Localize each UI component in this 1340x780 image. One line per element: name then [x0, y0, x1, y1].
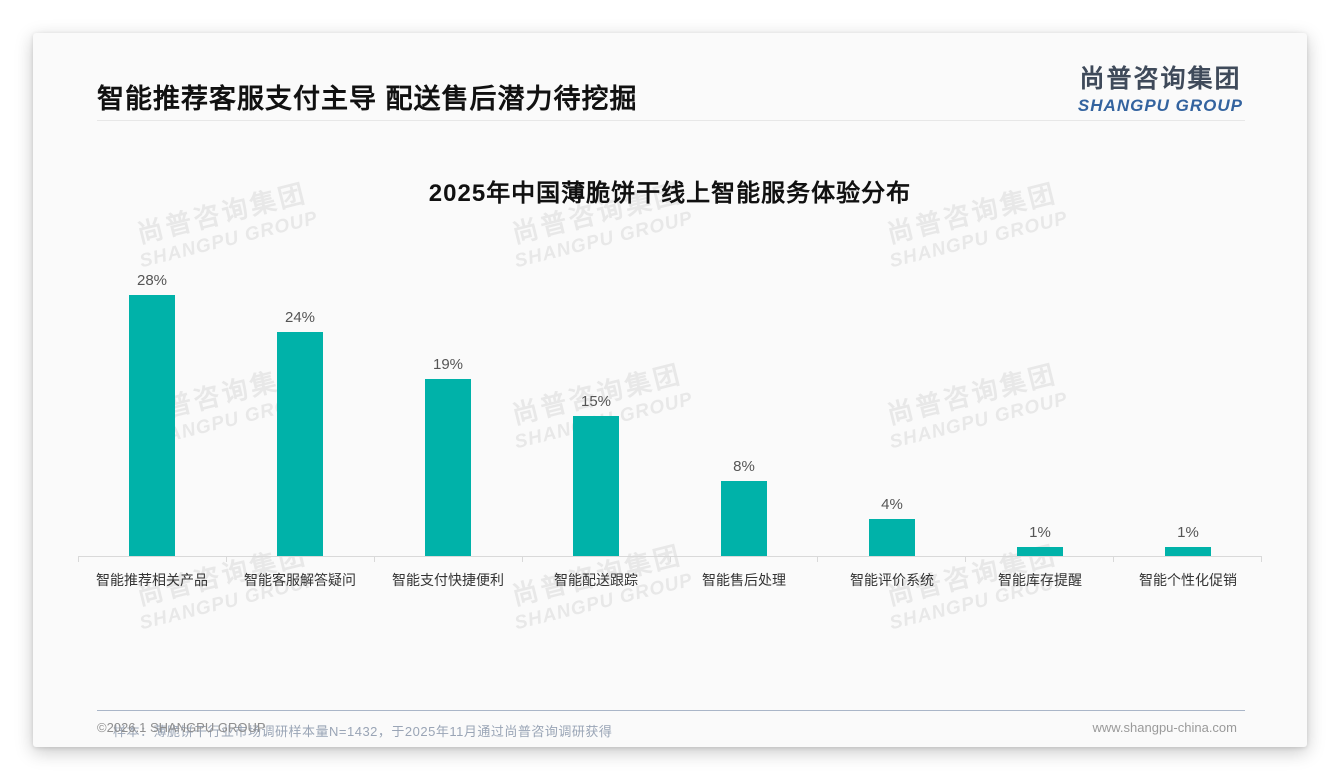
- bar-column: 28%: [78, 256, 226, 556]
- axis-ticks: [78, 557, 1262, 562]
- bar-value-label: 15%: [580, 393, 612, 411]
- bar-column: 8%: [670, 256, 818, 556]
- axis-tick: [373, 557, 375, 562]
- bar-column: 4%: [818, 256, 966, 556]
- bar-value-label: 19%: [432, 355, 464, 373]
- logo-chinese-text: 尚普咨询集团: [1079, 65, 1242, 93]
- bar-value-label: 1%: [1029, 523, 1051, 541]
- category-label: 智能配送跟踪: [554, 572, 638, 588]
- bar: [425, 378, 471, 556]
- footer-divider: [97, 710, 1245, 711]
- category-label: 智能推荐相关产品: [96, 572, 208, 588]
- logo-english-text: SHANGPU GROUP: [1077, 96, 1243, 115]
- bar: [1017, 546, 1063, 556]
- copyright-text: ©2026.1 SHANGPU GROUP: [97, 720, 266, 735]
- category-label: 智能客服解答疑问: [244, 572, 356, 588]
- bar: [129, 295, 175, 556]
- bar-value-label: 1%: [1177, 523, 1199, 541]
- bar: [277, 332, 323, 556]
- header-divider: [97, 120, 1245, 121]
- bar-value-label: 24%: [284, 309, 316, 327]
- bar: [721, 481, 767, 556]
- bar-value-label: 8%: [733, 458, 755, 476]
- bar: [869, 518, 915, 556]
- bar-column: 15%: [522, 256, 670, 556]
- axis-tick: [78, 557, 79, 562]
- bar-value-label: 4%: [881, 495, 903, 513]
- bar: [1165, 546, 1211, 556]
- bar-column: 24%: [226, 256, 374, 556]
- company-logo: 尚普咨询集团 SHANGPU GROUP: [1078, 59, 1243, 116]
- axis-tick: [965, 557, 967, 562]
- axis-tick: [817, 557, 819, 562]
- category-label: 智能支付快捷便利: [392, 572, 504, 588]
- axis-tick: [225, 557, 227, 562]
- footer: ©2026.1 SHANGPU GROUP www.shangpu-china.…: [97, 720, 1237, 735]
- bar-value-label: 28%: [136, 272, 168, 289]
- axis-tick: [1113, 557, 1115, 562]
- chart-title: 2025年中国薄脆饼干线上智能服务体验分布: [428, 180, 912, 207]
- bar-column: 1%: [1114, 256, 1262, 556]
- bars-row: 28% 24% 19% 15% 8% 4% 1% 1%: [78, 256, 1262, 556]
- page-title: 智能推荐客服支付主导 配送售后潜力待挖掘: [97, 84, 638, 114]
- axis-tick: [669, 557, 671, 562]
- bar: [573, 416, 619, 556]
- x-axis-line: [78, 556, 1262, 557]
- category-label: 智能售后处理: [702, 572, 786, 588]
- category-label: 智能库存提醒: [998, 572, 1082, 588]
- bar-chart: 28% 24% 19% 15% 8% 4% 1% 1% 智能推荐相关产品 智能客服解答疑问 智能支…: [78, 256, 1262, 590]
- sample-footnote: 样本：薄脆饼干行业市场调研样本量N=1432，于2025年11月通过尚普咨询调研…: [113, 724, 613, 739]
- axis-tick: [1261, 557, 1262, 562]
- bar-column: 1%: [966, 256, 1114, 556]
- category-label: 智能个性化促销: [1139, 572, 1237, 588]
- category-labels-row: 智能推荐相关产品 智能客服解答疑问 智能支付快捷便利 智能配送跟踪 智能售后处理 智能评价…: [78, 570, 1262, 590]
- slide-card: 尚普咨询集团 SHANGPU GROUP 尚普咨询集团 SHANGPU GROUP 尚普…: [33, 33, 1307, 747]
- bar-column: 19%: [374, 256, 522, 556]
- axis-tick: [521, 557, 523, 562]
- category-label: 智能评价系统: [850, 572, 934, 588]
- website-url: www.shangpu-china.com: [1092, 720, 1237, 735]
